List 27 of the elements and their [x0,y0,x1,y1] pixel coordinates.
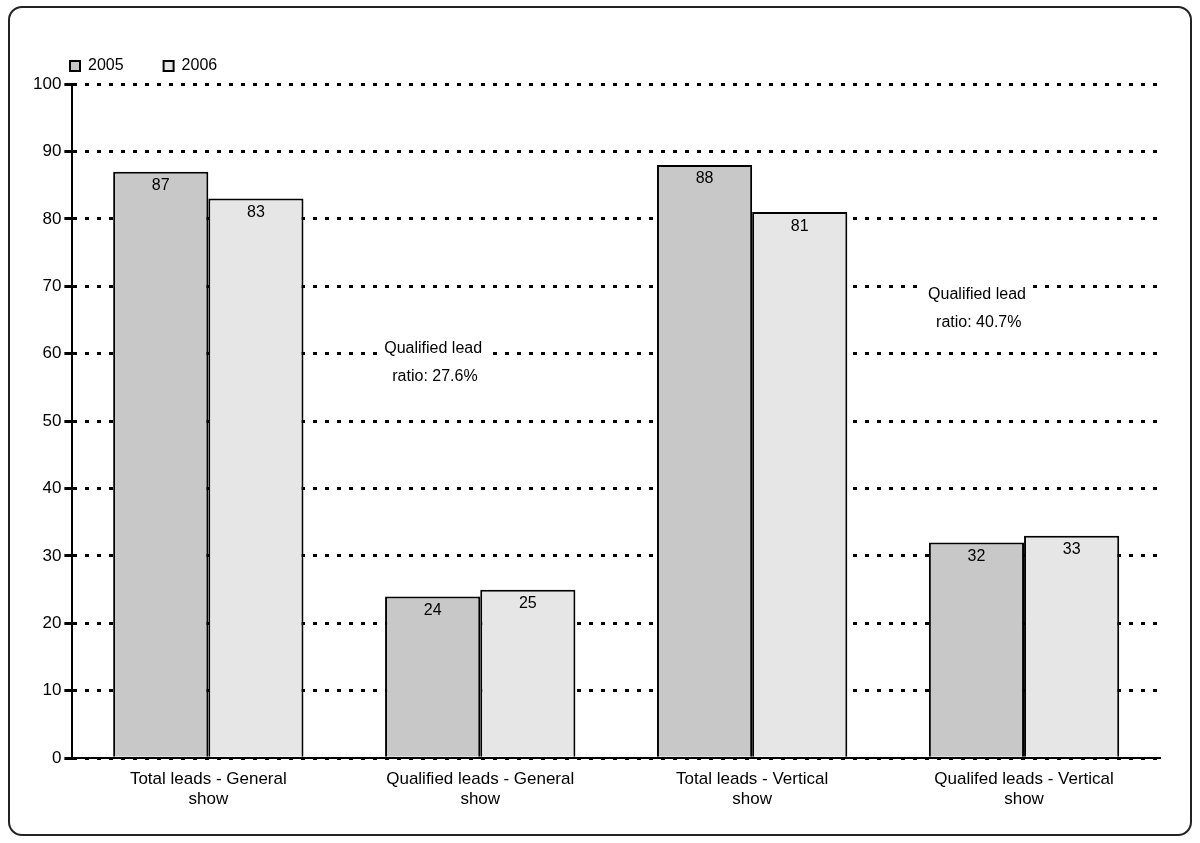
annotation: Qualified lead ratio: 40.7% [928,284,1026,330]
y-tick-label: 30 [42,545,62,565]
y-tick-label: 90 [42,141,62,161]
legend-label: 2005 [88,56,124,74]
data-label: 83 [247,203,265,221]
y-tick-label: 40 [42,478,62,498]
y-tick-label: 0 [51,747,62,767]
y-tick-label: 100 [32,73,62,93]
data-label: 81 [790,216,809,234]
data-label: 33 [1062,540,1081,558]
x-tick-label: Total leads - Vertical show [676,769,829,809]
data-label: 32 [967,546,986,564]
data-label: 24 [423,600,442,618]
legend-label: 2006 [181,56,218,74]
x-tick-label: Qualified leads - General show [386,769,575,809]
data-label: 87 [151,176,170,194]
y-tick-label: 80 [42,208,62,228]
x-tick-label: Qualifed leads - Vertical show [934,769,1114,809]
annotation: Qualified lead ratio: 27.6% [384,338,483,384]
y-tick-label: 70 [42,275,62,295]
y-tick-label: 20 [42,613,62,633]
data-label: 25 [518,594,537,612]
y-tick-label: 60 [42,343,62,363]
y-tick-label: 10 [42,680,62,700]
x-tick-label: Total leads - General show [129,769,287,809]
data-label: 88 [695,169,714,187]
y-tick-label: 50 [42,410,62,430]
